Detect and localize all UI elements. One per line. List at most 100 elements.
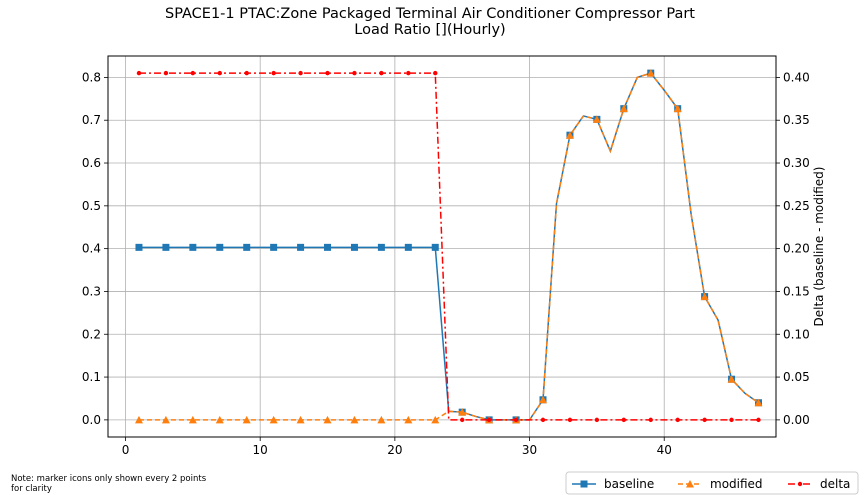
series-delta [136, 70, 761, 423]
data-point-modified [296, 415, 305, 424]
series-line-baseline [138, 72, 759, 421]
x-tick-label: 10 [253, 443, 268, 457]
data-point-modified [565, 131, 574, 139]
data-point-delta [271, 70, 276, 76]
data-point-delta [621, 417, 627, 423]
data-point-modified [269, 415, 278, 424]
data-point-delta [540, 417, 546, 423]
y-tick-label: 0.0 [82, 413, 101, 427]
data-point-modified [458, 408, 467, 416]
data-point-delta [594, 417, 600, 423]
data-point-baseline [404, 243, 412, 251]
data-point-modified [646, 69, 655, 77]
data-point-delta [513, 417, 519, 423]
data-point-modified [161, 415, 170, 424]
data-point-delta [163, 70, 169, 76]
data-point-delta [648, 417, 653, 423]
data-point-delta [729, 417, 734, 423]
data-point-baseline [270, 243, 278, 251]
series-line-modified [138, 72, 759, 421]
x-tick-label: 0 [122, 443, 130, 457]
y-tick-label: 0.5 [82, 199, 101, 213]
data-point-baseline [350, 243, 358, 251]
data-point-baseline [297, 243, 305, 251]
data-point-delta [567, 417, 573, 423]
data-point-baseline [135, 243, 143, 251]
data-point-delta [244, 70, 249, 76]
plot-frame [107, 55, 777, 438]
data-point-delta [379, 70, 384, 76]
data-point-baseline [216, 243, 224, 251]
data-point-baseline [162, 243, 170, 251]
data-point-modified [242, 415, 251, 424]
data-point-baseline [243, 243, 251, 251]
data-point-modified [539, 395, 548, 404]
data-point-modified [134, 415, 143, 424]
data-point-modified [619, 104, 628, 113]
y-tick-label: 0.1 [82, 370, 101, 384]
data-point-modified [350, 415, 359, 424]
footnote-line: for clarity [11, 484, 52, 494]
data-point-modified [431, 415, 440, 424]
legend-label-baseline: baseline [604, 477, 654, 491]
series [134, 69, 763, 424]
footnote: Note: marker icons only shown every 2 po… [11, 474, 207, 494]
y-tick-label: 0.4 [82, 242, 101, 256]
data-point-modified [215, 415, 224, 424]
legend-label-modified: modified [710, 477, 763, 491]
y-tick-label: 0.2 [82, 327, 101, 341]
data-point-baseline [189, 243, 197, 251]
legend-marker-baseline [580, 480, 588, 488]
series-baseline [135, 69, 762, 424]
y2-tick-label: 0.15 [783, 284, 810, 298]
series-modified [134, 69, 763, 424]
footnote-line: Note: marker icons only shown every 2 po… [11, 474, 207, 484]
y2-axis-label: Delta (baseline - modified) [812, 167, 826, 327]
legend-marker-delta [797, 481, 803, 487]
data-point-delta [298, 70, 303, 76]
data-point-delta [136, 70, 142, 76]
y-tick-label: 0.6 [82, 156, 101, 170]
legend: baseline modified delta [565, 471, 859, 495]
data-point-delta [486, 417, 492, 423]
x-tick-label: 30 [522, 443, 537, 457]
data-point-modified [323, 415, 332, 424]
data-point-delta [352, 70, 357, 76]
data-point-delta [675, 417, 680, 423]
data-point-delta [460, 417, 465, 423]
data-point-modified [377, 415, 386, 424]
data-point-delta [325, 70, 330, 76]
data-point-modified [592, 115, 601, 123]
y2-tick-label: 0.20 [783, 242, 810, 256]
data-point-delta [433, 70, 438, 76]
legend-box [565, 471, 859, 495]
y2-tick-label: 0.00 [783, 413, 810, 427]
data-point-baseline [324, 243, 332, 251]
y2-tick-label: 0.40 [783, 70, 810, 84]
data-point-delta [702, 417, 707, 423]
chart-title-line: Load Ratio [](Hourly) [354, 22, 505, 38]
y-tick-label: 0.8 [82, 70, 101, 84]
data-point-modified [188, 415, 197, 424]
y2-tick-label: 0.30 [783, 156, 810, 170]
chart-title-line: SPACE1-1 PTAC:Zone Packaged Terminal Air… [165, 6, 695, 22]
y2-axis-ticks: 0.00 0.05 0.10 0.15 0.20 0.25 0.30 0.35 0.40 [776, 70, 810, 427]
y-tick-label: 0.7 [82, 113, 101, 127]
chart-title: SPACE1-1 PTAC:Zone Packaged Terminal Air… [165, 6, 695, 38]
data-point-baseline [377, 243, 385, 251]
data-point-delta [756, 417, 761, 423]
y-axis-ticks: 0.0 0.1 0.2 0.3 0.4 0.5 0.6 0.7 0.8 [82, 70, 108, 427]
y-tick-label: 0.3 [82, 284, 101, 298]
legend-label-delta: delta [820, 477, 850, 491]
x-tick-label: 40 [657, 443, 672, 457]
series-line-delta [138, 72, 759, 421]
legend-marker-modified [686, 480, 694, 488]
data-point-modified [754, 398, 763, 407]
data-point-modified [700, 292, 709, 301]
y2-tick-label: 0.25 [783, 199, 810, 213]
y2-tick-label: 0.10 [783, 327, 810, 341]
x-tick-label: 20 [387, 443, 402, 457]
data-point-modified [727, 375, 736, 383]
y2-tick-label: 0.05 [783, 370, 810, 384]
